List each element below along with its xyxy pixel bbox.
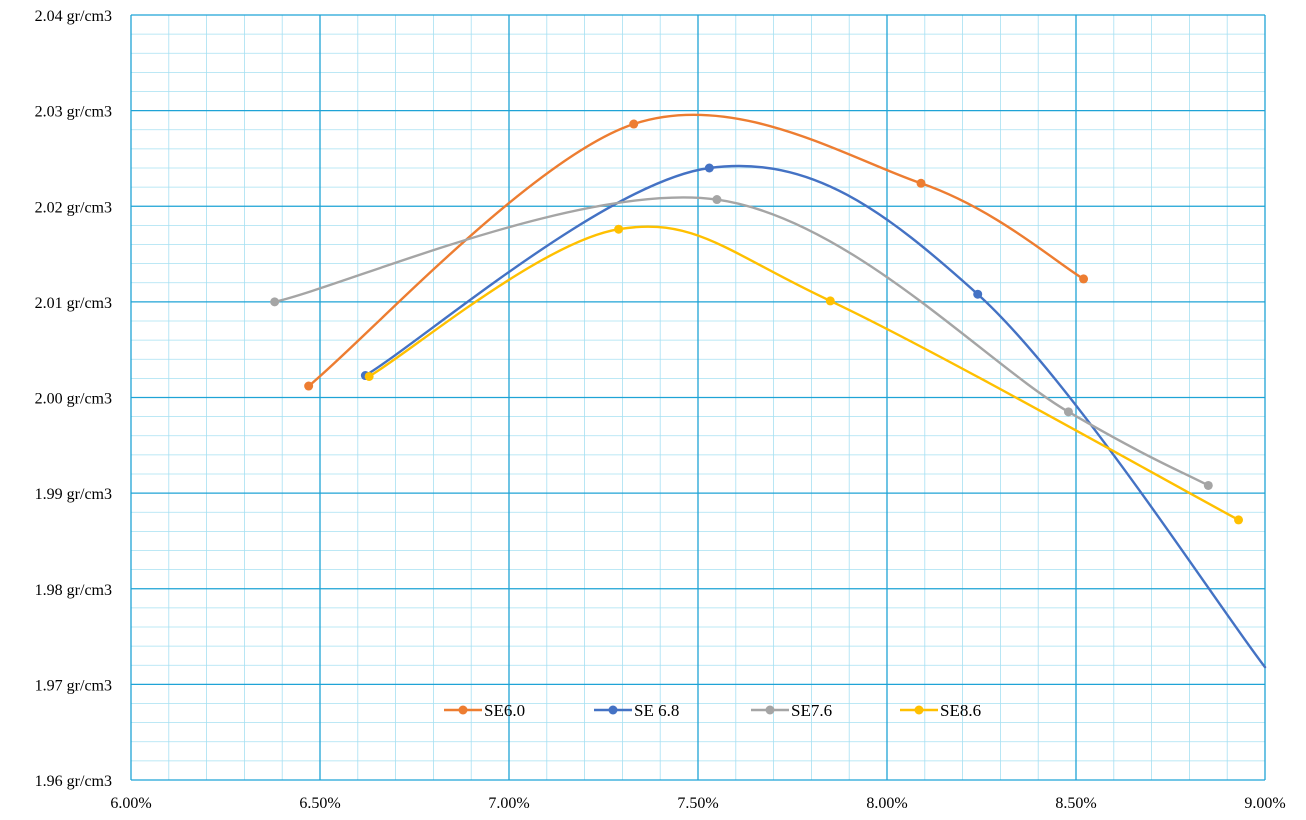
y-tick-label: 2.00 gr/cm3 xyxy=(35,391,112,408)
y-tick-label: 2.02 gr/cm3 xyxy=(35,199,112,216)
legend-item: SE7.6 xyxy=(751,701,832,720)
series-line-4 xyxy=(367,225,1240,522)
legend-item: SE8.6 xyxy=(900,701,981,720)
data-point xyxy=(304,381,314,391)
data-point xyxy=(916,178,926,188)
x-tick-label: 6.00% xyxy=(110,795,151,812)
series-points xyxy=(270,119,1244,525)
x-tick-label: 6.50% xyxy=(299,795,340,812)
y-tick-label: 2.04 gr/cm3 xyxy=(35,8,112,25)
data-point xyxy=(364,371,374,381)
data-point xyxy=(825,296,835,306)
legend-label: SE6.0 xyxy=(484,701,525,720)
legend-label: SE8.6 xyxy=(940,701,981,720)
y-tick-label: 2.03 gr/cm3 xyxy=(35,104,112,121)
legend-marker xyxy=(458,705,468,715)
data-point xyxy=(1063,407,1073,417)
major-grid xyxy=(130,14,1266,781)
x-axis: 6.00% 6.50% 7.00% 7.50% 8.00% 8.50% 9.00% xyxy=(110,795,1285,812)
legend-marker xyxy=(765,705,775,715)
y-tick-label: 1.99 gr/cm3 xyxy=(35,486,112,503)
data-point xyxy=(1203,480,1213,490)
series-line-3 xyxy=(273,196,1210,487)
series-lines xyxy=(273,113,1267,669)
x-tick-label: 7.50% xyxy=(677,795,718,812)
data-point xyxy=(973,289,983,299)
y-tick-label: 1.97 gr/cm3 xyxy=(35,677,112,694)
data-point xyxy=(1079,274,1089,284)
x-tick-label: 7.00% xyxy=(488,795,529,812)
x-tick-label: 8.00% xyxy=(866,795,907,812)
series-line-1 xyxy=(307,113,1085,388)
legend-label: SE 6.8 xyxy=(634,701,679,720)
y-tick-label: 1.98 gr/cm3 xyxy=(35,582,112,599)
legend-label: SE7.6 xyxy=(791,701,832,720)
data-point xyxy=(270,297,280,307)
x-tick-label: 9.00% xyxy=(1244,795,1285,812)
legend: SE6.0 SE 6.8 SE7.6 SE8.6 xyxy=(444,701,981,720)
y-tick-label: 1.96 gr/cm3 xyxy=(35,773,112,790)
data-point xyxy=(704,163,714,173)
y-axis: 1.96 gr/cm3 1.97 gr/cm3 1.98 gr/cm3 1.99 gr… xyxy=(35,8,112,790)
data-point xyxy=(629,119,639,129)
legend-marker xyxy=(608,705,618,715)
x-tick-label: 8.50% xyxy=(1055,795,1096,812)
legend-item: SE 6.8 xyxy=(594,701,679,720)
y-tick-label: 2.01 gr/cm3 xyxy=(35,295,112,312)
data-point xyxy=(712,195,722,205)
series-line-2 xyxy=(364,164,1267,669)
legend-marker xyxy=(914,705,924,715)
data-point xyxy=(614,224,624,234)
legend-item: SE6.0 xyxy=(444,701,525,720)
data-point xyxy=(1234,515,1244,525)
